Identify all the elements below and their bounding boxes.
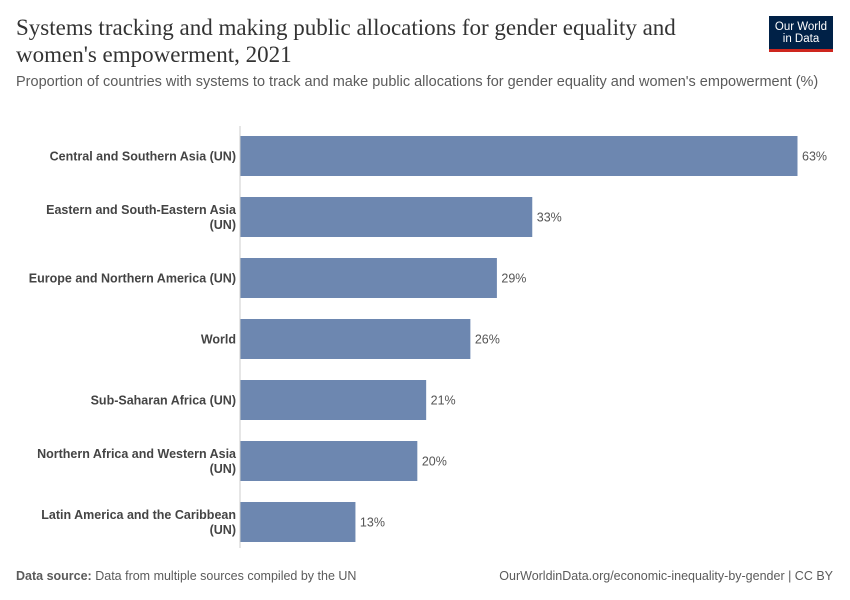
chart-subtitle: Proportion of countries with systems to … [16, 74, 819, 90]
category-label: Europe and Northern America (UN) [29, 272, 236, 286]
bar-value-label: 21% [431, 394, 456, 408]
bar[interactable] [240, 258, 497, 298]
logo-line-1: Our World [774, 20, 828, 33]
category-label: Northern Africa and Western Asia [37, 447, 237, 461]
bar[interactable] [240, 380, 427, 420]
data-source-text: Data from multiple sources compiled by t… [95, 569, 357, 583]
owid-logo[interactable]: Our World in Data [769, 16, 833, 52]
category-label: World [201, 333, 236, 347]
category-label: (UN) [210, 218, 236, 232]
category-label: Sub-Saharan Africa (UN) [91, 394, 236, 408]
bar[interactable] [240, 197, 533, 237]
bar-value-label: 20% [422, 455, 447, 469]
footer-credit-link[interactable]: OurWorldinData.org/economic-inequality-b… [499, 569, 833, 583]
category-label: Central and Southern Asia (UN) [50, 150, 236, 164]
logo-line-2: in Data [782, 32, 820, 45]
bar-value-label: 26% [475, 333, 500, 347]
category-label: (UN) [210, 523, 236, 537]
category-label: Latin America and the Caribbean [41, 508, 236, 522]
category-label: (UN) [210, 462, 236, 476]
bar[interactable] [240, 136, 798, 176]
bar[interactable] [240, 319, 471, 359]
category-label: Eastern and South-Eastern Asia [46, 203, 237, 217]
bar-value-label: 13% [360, 516, 385, 530]
data-source: Data source: Data from multiple sources … [16, 569, 356, 583]
data-source-label: Data source: [16, 569, 92, 583]
bar[interactable] [240, 441, 418, 481]
bar[interactable] [240, 502, 356, 542]
chart-title: Systems tracking and making public alloc… [16, 15, 676, 67]
bar-value-label: 29% [501, 272, 526, 286]
bar-value-label: 63% [802, 150, 827, 164]
bar-value-label: 33% [537, 211, 562, 225]
